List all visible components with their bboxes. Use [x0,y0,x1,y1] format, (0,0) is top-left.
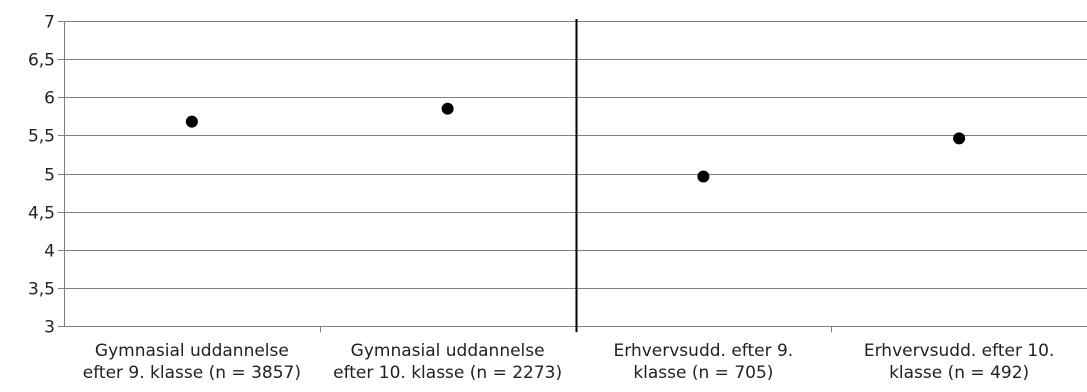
y-tick-label: 4,5 [28,204,55,224]
x-category-label: Erhvervsudd. efter 10. klasse (n = 492) [864,341,1055,383]
data-point [697,170,710,183]
y-tick-label: 6,5 [28,51,55,71]
y-tick-label: 7 [44,13,55,33]
y-tick-label: 6 [44,89,55,109]
y-tick-label: 4 [44,242,55,262]
y-tick-label: 3,5 [28,280,55,300]
x-tick-labels: Gymnasial uddannelse efter 9. klasse (n =… [83,341,1055,383]
data-point [185,115,198,128]
y-tick-label: 5,5 [28,127,55,147]
data-point [953,132,966,145]
y-tick-labels: 3 3,5 4 4,5 5 5,5 6 6,5 7 [28,13,55,338]
x-category-label: Gymnasial uddannelse efter 10. klasse (n … [333,341,562,383]
data-points [185,102,966,183]
data-point [441,102,454,115]
y-tick-label: 5 [44,166,55,186]
x-category-label: Erhvervsudd. efter 9. klasse (n = 705) [614,341,794,383]
axes [58,19,1087,333]
y-tick-label: 3 [44,318,55,338]
x-category-label: Gymnasial uddannelse efter 9. klasse (n =… [83,341,301,383]
